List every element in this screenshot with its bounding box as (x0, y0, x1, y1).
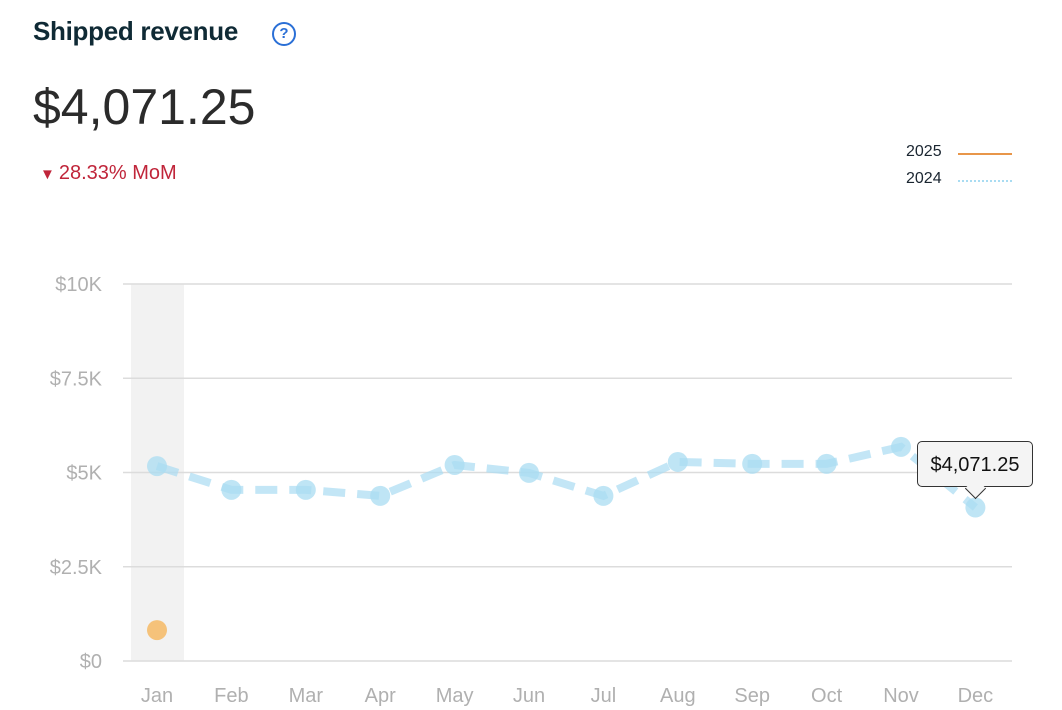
series-line-2024 (155, 442, 978, 511)
x-tick-label: Apr (365, 685, 396, 707)
data-point-2024 (965, 497, 986, 518)
x-tick-label: Aug (660, 685, 696, 707)
x-tick-label: Feb (214, 685, 248, 707)
x-tick-label: Nov (883, 685, 919, 707)
x-tick-label: May (436, 685, 474, 707)
data-point-2024 (147, 456, 167, 477)
legend-swatch (958, 180, 1012, 182)
down-triangle-icon: ▼ (40, 166, 55, 183)
data-point-2024 (295, 479, 316, 500)
y-tick-label: $10K (55, 274, 102, 296)
delta-label: 28.33% MoM (58, 162, 177, 184)
data-point-2024 (593, 485, 614, 506)
x-tick-label: Mar (289, 685, 324, 707)
chart-title: Shipped revenue (33, 16, 238, 46)
data-point-2024 (742, 453, 763, 474)
y-tick-label: $5K (66, 463, 102, 485)
x-tick-label: Dec (958, 685, 994, 707)
x-tick-label: Jun (513, 685, 545, 707)
x-tick-label: Oct (811, 685, 843, 707)
data-point-2025 (147, 620, 167, 641)
data-point-2024 (444, 454, 465, 475)
delta-indicator: ▼ 28.33% MoM (40, 162, 177, 185)
legend-item-2024[interactable]: 2024 (906, 170, 1012, 188)
data-point-2024 (519, 462, 539, 483)
legend-swatch (958, 153, 1012, 155)
y-tick-label: $0 (80, 651, 102, 673)
question-circle-icon[interactable]: ? (272, 22, 296, 46)
tooltip: $4,071.25 (917, 441, 1033, 487)
legend-label: 2025 (906, 143, 942, 160)
data-point-2024 (891, 436, 911, 457)
legend-label: 2024 (906, 170, 942, 187)
data-point-2024 (667, 451, 688, 472)
data-point-2024 (816, 453, 837, 474)
data-point-2024 (370, 485, 391, 506)
x-tick-label: Jan (141, 685, 173, 707)
y-tick-label: $2.5K (50, 557, 103, 579)
legend-item-2025[interactable]: 2025 (906, 143, 1012, 161)
x-tick-label: Jul (591, 685, 617, 707)
headline-value: $4,071.25 (33, 79, 256, 135)
x-tick-label: Sep (734, 685, 770, 707)
y-tick-label: $7.5K (50, 368, 103, 390)
data-point-2024 (221, 479, 242, 500)
